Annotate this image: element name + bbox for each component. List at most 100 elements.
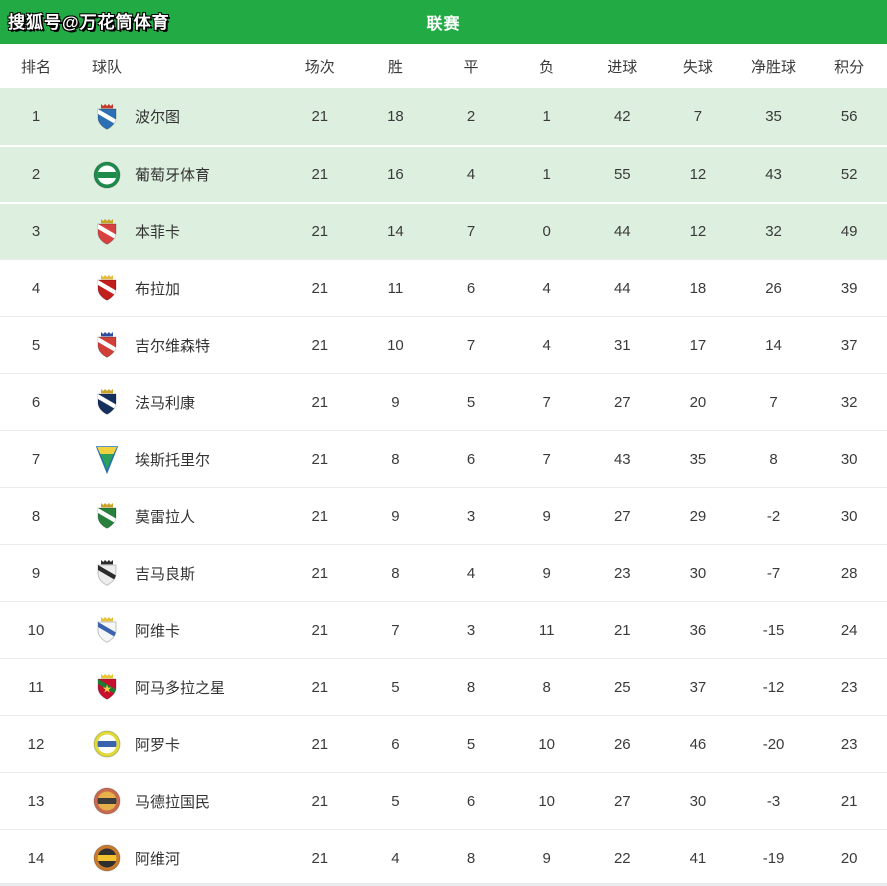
team-cell: 马德拉国民 xyxy=(72,786,282,816)
goals-for-cell: 25 xyxy=(613,678,631,696)
goals-against-cell: 18 xyxy=(689,279,707,297)
goals-against-cell: 30 xyxy=(689,792,707,810)
wins-cell: 9 xyxy=(391,507,400,525)
wins-cell: 8 xyxy=(391,450,400,468)
draws-cell: 5 xyxy=(466,735,476,753)
points-cell: 23 xyxy=(840,678,858,696)
played-cell: 21 xyxy=(311,223,329,240)
goals-against-cell: 20 xyxy=(689,393,707,411)
goals-for-cell: 27 xyxy=(613,393,631,411)
rank-cell: 2 xyxy=(31,166,41,183)
nacional-madeira-crest-icon xyxy=(92,786,122,816)
rank-cell: 10 xyxy=(27,621,45,639)
table-row: 14 阿维河 21 4 8 9 22 41 -19 20 xyxy=(0,829,887,886)
goal-diff-cell: -12 xyxy=(762,678,785,696)
moreirense-crest-icon xyxy=(92,501,122,531)
draws-cell: 6 xyxy=(466,450,476,468)
table-row: 8 莫雷拉人 21 9 3 9 27 29 -2 30 xyxy=(0,487,887,544)
losses-cell: 8 xyxy=(542,678,551,696)
losses-cell: 1 xyxy=(542,108,551,125)
goals-against-cell: 17 xyxy=(689,336,707,354)
col-header-goals-against: 失球 xyxy=(682,58,713,76)
losses-cell: 11 xyxy=(538,621,555,639)
table-row: 4 布拉加 21 11 6 4 44 18 26 39 xyxy=(0,259,887,316)
points-cell: 37 xyxy=(840,336,858,354)
team-cell: 莫雷拉人 xyxy=(72,501,282,531)
draws-cell: 8 xyxy=(466,849,476,867)
goal-diff-cell: -2 xyxy=(766,507,781,525)
draws-cell: 8 xyxy=(466,678,476,696)
goal-diff-cell: -15 xyxy=(762,621,785,639)
team-name: 阿维河 xyxy=(135,850,181,868)
team-cell: 布拉加 xyxy=(72,273,282,303)
col-header-team: 球队 xyxy=(92,58,123,76)
goals-against-cell: 37 xyxy=(689,678,707,696)
points-cell: 52 xyxy=(840,166,858,183)
team-name: 阿维卡 xyxy=(135,622,181,640)
braga-crest-icon xyxy=(92,273,122,303)
goal-diff-cell: 26 xyxy=(765,279,782,297)
rank-cell: 6 xyxy=(31,393,41,411)
wins-cell: 8 xyxy=(391,564,400,582)
team-cell: ★ 阿马多拉之星 xyxy=(72,672,282,702)
team-cell: 吉尔维森特 xyxy=(72,330,282,360)
table-row: 5 吉尔维森特 21 10 7 4 31 17 14 37 xyxy=(0,316,887,373)
losses-cell: 10 xyxy=(538,792,556,810)
team-name: 埃斯托里尔 xyxy=(135,451,211,469)
losses-cell: 9 xyxy=(542,849,551,867)
table-row: 7 埃斯托里尔 21 8 6 7 43 35 8 30 xyxy=(0,430,887,487)
points-cell: 39 xyxy=(840,279,858,297)
played-cell: 21 xyxy=(311,621,329,639)
team-cell: 阿罗卡 xyxy=(72,729,282,759)
losses-cell: 4 xyxy=(542,336,551,354)
team-cell: 本菲卡 xyxy=(72,217,282,247)
team-name: 阿马多拉之星 xyxy=(135,679,226,697)
draws-cell: 3 xyxy=(466,507,476,525)
team-name: 布拉加 xyxy=(135,280,181,298)
wins-cell: 9 xyxy=(391,393,400,411)
goals-for-cell: 55 xyxy=(613,166,631,183)
famalicao-crest-icon xyxy=(92,387,122,417)
team-name: 马德拉国民 xyxy=(135,793,211,811)
col-header-played: 场次 xyxy=(304,58,335,76)
team-cell: 法马利康 xyxy=(72,387,282,417)
points-cell: 30 xyxy=(840,450,858,468)
rank-cell: 12 xyxy=(27,735,45,753)
goals-for-cell: 43 xyxy=(613,450,631,468)
estoril-crest-icon xyxy=(92,444,122,474)
draws-cell: 4 xyxy=(466,166,476,183)
team-cell: 波尔图 xyxy=(72,102,282,132)
draws-cell: 5 xyxy=(466,393,476,411)
goals-against-cell: 41 xyxy=(689,849,707,867)
played-cell: 21 xyxy=(311,108,329,125)
wins-cell: 16 xyxy=(387,166,404,183)
goals-against-cell: 35 xyxy=(689,450,707,468)
losses-cell: 9 xyxy=(542,564,551,582)
goals-for-cell: 23 xyxy=(613,564,631,582)
rank-cell: 4 xyxy=(31,279,41,297)
goal-diff-cell: -19 xyxy=(762,849,785,867)
rank-cell: 14 xyxy=(27,849,45,867)
team-name: 本菲卡 xyxy=(135,224,181,241)
team-name: 阿罗卡 xyxy=(135,736,181,754)
sohu-watermark: 搜狐号@万花筒体育 xyxy=(8,13,170,32)
goal-diff-cell: 8 xyxy=(769,450,778,468)
goals-for-cell: 26 xyxy=(613,735,631,753)
team-name: 吉马良斯 xyxy=(135,565,196,583)
goals-for-cell: 22 xyxy=(613,849,631,867)
losses-cell: 1 xyxy=(542,166,551,183)
wins-cell: 14 xyxy=(387,223,404,240)
draws-cell: 6 xyxy=(466,279,476,297)
goals-for-cell: 44 xyxy=(613,223,631,240)
losses-cell: 0 xyxy=(542,223,551,240)
team-name: 吉尔维森特 xyxy=(135,337,211,355)
goals-for-cell: 42 xyxy=(613,108,631,125)
goals-against-cell: 12 xyxy=(689,166,707,183)
table-row: 1 波尔图 21 18 2 1 42 7 35 56 xyxy=(0,88,887,145)
goals-against-cell: 46 xyxy=(689,735,707,753)
points-cell: 28 xyxy=(840,564,858,582)
goals-for-cell: 44 xyxy=(613,279,631,297)
goals-against-cell: 29 xyxy=(689,507,707,525)
team-name: 法马利康 xyxy=(135,394,196,412)
losses-cell: 10 xyxy=(538,735,556,753)
